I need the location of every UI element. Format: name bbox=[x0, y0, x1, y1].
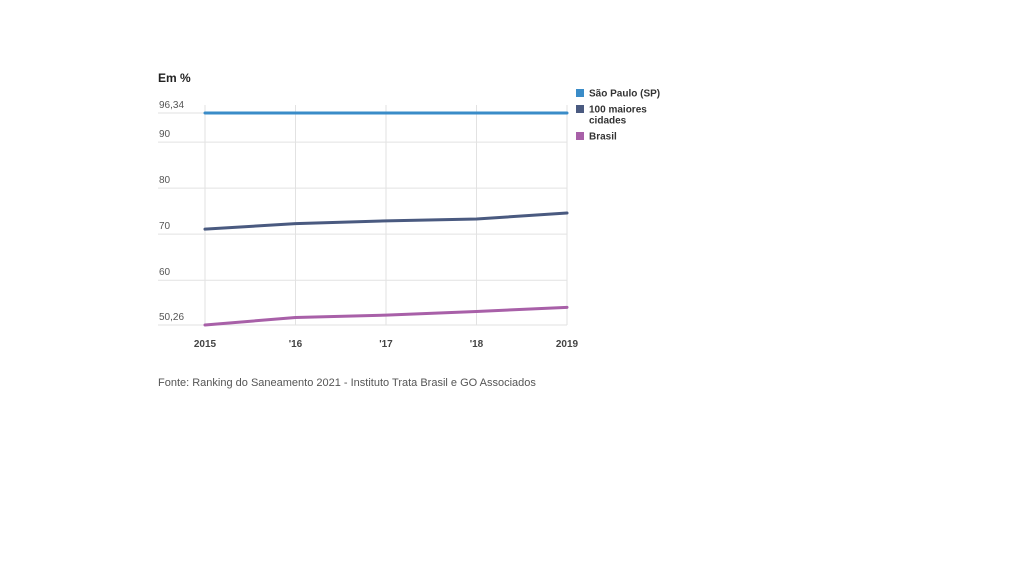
legend-label-2: Brasil bbox=[589, 132, 617, 143]
x-tick-label: 2019 bbox=[556, 339, 579, 350]
x-tick-label: '17 bbox=[379, 339, 393, 350]
x-axis-ticks: 2015 '16 '17 '18 2019 bbox=[194, 339, 579, 350]
y-axis-ticks: 96,34 90 80 70 60 50,26 bbox=[159, 100, 184, 323]
y-tick-label: 90 bbox=[159, 129, 171, 140]
legend-swatch-2 bbox=[576, 132, 584, 140]
unit-label: Em % bbox=[158, 71, 191, 85]
legend-swatch-0 bbox=[576, 89, 584, 97]
legend-swatch-1 bbox=[576, 105, 584, 113]
x-tick-label: 2015 bbox=[194, 339, 217, 350]
y-tick-label: 50,26 bbox=[159, 312, 184, 323]
series-line-2 bbox=[203, 305, 569, 327]
y-tick-label: 60 bbox=[159, 267, 171, 278]
legend-label-line: cidades bbox=[589, 116, 627, 127]
legend: São Paulo (SP) 100 maiores cidades Brasil bbox=[576, 89, 660, 143]
series-lines bbox=[203, 111, 569, 327]
source-note: Fonte: Ranking do Saneamento 2021 - Inst… bbox=[158, 377, 536, 389]
x-tick-label: '18 bbox=[470, 339, 484, 350]
grid bbox=[158, 105, 568, 326]
y-tick-label: 80 bbox=[159, 175, 171, 186]
legend-label-0: São Paulo (SP) bbox=[589, 89, 660, 100]
x-tick-label: '16 bbox=[289, 339, 303, 350]
legend-label-1: 100 maiores cidades bbox=[589, 105, 647, 127]
y-tick-label: 70 bbox=[159, 221, 171, 232]
y-tick-label: 96,34 bbox=[159, 100, 184, 111]
series-line-1 bbox=[203, 211, 569, 231]
legend-label-line: São Paulo (SP) bbox=[589, 89, 660, 100]
legend-label-line: Brasil bbox=[589, 132, 617, 143]
legend-label-line: 100 maiores bbox=[589, 105, 647, 116]
